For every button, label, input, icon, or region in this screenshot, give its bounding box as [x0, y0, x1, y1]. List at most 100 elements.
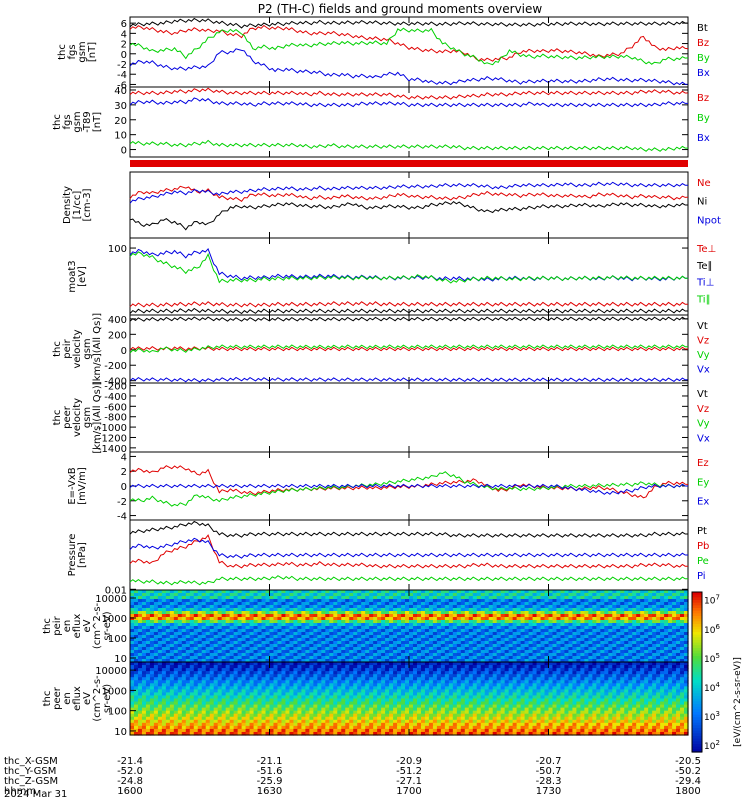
spectrogram-cell	[676, 674, 681, 678]
spectrogram-cell	[313, 662, 318, 666]
spectrogram-cell	[552, 653, 558, 657]
spectrogram-cell	[241, 659, 247, 663]
spectrogram-cell	[373, 608, 378, 612]
spectrogram-cell	[552, 635, 558, 639]
spectrogram-cell	[137, 605, 143, 609]
spectrogram-cell	[229, 686, 235, 690]
spectrogram-cell	[608, 683, 613, 687]
spectrogram-cell	[460, 626, 466, 630]
spectrogram-cell	[237, 662, 243, 666]
spectrogram-cell	[612, 662, 617, 666]
y-axis-label: Pressure	[67, 534, 78, 577]
spectrogram-cell	[357, 611, 362, 615]
spectrogram-cell	[197, 686, 203, 690]
spectrogram-cell	[588, 623, 593, 627]
spectrogram-cell	[277, 608, 283, 612]
spectrogram-cell	[213, 671, 219, 675]
spectrogram-cell	[189, 677, 195, 681]
spectrogram-cell	[169, 683, 175, 687]
spectrogram-cell	[468, 596, 474, 600]
spectrogram-cell	[588, 680, 593, 684]
legend-label: Vz	[697, 404, 709, 415]
spectrogram-cell	[684, 599, 689, 603]
spectrogram-cell	[245, 668, 251, 672]
spectrogram-cell	[281, 590, 287, 594]
spectrogram-cell	[317, 653, 322, 657]
spectrogram-cell	[130, 632, 135, 636]
spectrogram-cell	[544, 590, 550, 594]
spectrogram-cell	[241, 626, 247, 630]
spectrogram-cell	[648, 653, 653, 657]
spectrogram-cell	[468, 605, 474, 609]
spectrogram-cell	[684, 593, 689, 597]
spectrogram-cell	[193, 602, 199, 606]
spectrogram-cell	[484, 659, 490, 663]
spectrogram-cell	[333, 656, 338, 660]
spectrogram-cell	[528, 593, 534, 597]
spectrogram-cell	[448, 647, 454, 651]
spectrogram-cell	[177, 671, 183, 675]
spectrogram-cell	[620, 644, 625, 648]
spectrogram-cell	[261, 608, 267, 612]
spectrogram-cell	[373, 686, 378, 690]
spectrogram-cell	[409, 680, 414, 684]
spectrogram-cell	[130, 614, 135, 618]
spectrogram-cell	[157, 605, 163, 609]
spectrogram-cell	[472, 593, 478, 597]
spectrogram-cell	[130, 635, 135, 639]
spectrogram-cell	[365, 689, 370, 694]
spectrogram-cell	[604, 638, 609, 642]
spectrogram-cell	[145, 683, 151, 687]
spectrogram-cell	[153, 644, 159, 648]
spectrogram-cell	[161, 602, 167, 606]
spectrogram-cell	[548, 590, 554, 594]
spectrogram-cell	[500, 605, 506, 609]
spectrogram-cell	[628, 668, 633, 672]
spectrogram-cell	[285, 617, 291, 621]
spectrogram-cell	[412, 683, 418, 687]
spectrogram-cell	[245, 674, 251, 678]
spectrogram-cell	[261, 635, 267, 639]
spectrogram-cell	[217, 650, 223, 654]
spectrogram-cell	[624, 683, 629, 687]
spectrogram-cell	[520, 617, 526, 621]
spectrogram-cell	[233, 668, 239, 672]
spectrogram-cell	[636, 686, 641, 690]
spectrogram-cell	[353, 677, 358, 681]
spectrogram-cell	[297, 662, 302, 666]
spectrogram-cell	[436, 623, 442, 627]
spectrogram-cell	[644, 611, 649, 615]
spectrogram-cell	[420, 656, 426, 660]
spectrogram-cell	[516, 668, 522, 672]
spectrogram-cell	[281, 623, 287, 627]
spectrogram-cell	[289, 662, 295, 666]
spectrogram-cell	[632, 650, 637, 654]
spectrogram-cell	[293, 665, 298, 669]
spectrogram-cell	[137, 683, 143, 687]
spectrogram-cell	[281, 596, 287, 600]
spectrogram-cell	[556, 614, 562, 618]
spectrogram-cell	[508, 668, 514, 672]
spectrogram-cell	[385, 608, 390, 612]
spectrogram-cell	[412, 632, 418, 636]
spectrogram-cell	[353, 689, 358, 694]
spectrogram-cell	[149, 653, 155, 657]
spectrogram-cell	[217, 617, 223, 621]
spectrogram-cell	[676, 626, 681, 630]
spectrogram-cell	[333, 617, 338, 621]
spectrogram-cell	[572, 644, 577, 648]
spectrogram-cell	[289, 635, 295, 639]
spectrogram-cell	[369, 644, 374, 648]
spectrogram-cell	[317, 665, 322, 669]
spectrogram-cell	[381, 650, 386, 654]
spectrogram-cell	[504, 638, 510, 642]
spectrogram-cell	[468, 686, 474, 690]
spectrogram-cell	[130, 638, 135, 642]
spectrogram-cell	[552, 614, 558, 618]
spectrogram-cell	[273, 617, 279, 621]
spectrogram-cell	[130, 611, 135, 615]
spectrogram-cell	[197, 599, 203, 603]
spectrogram-cell	[197, 650, 203, 654]
spectrogram-cell	[432, 590, 438, 594]
spectrogram-cell	[269, 668, 275, 672]
